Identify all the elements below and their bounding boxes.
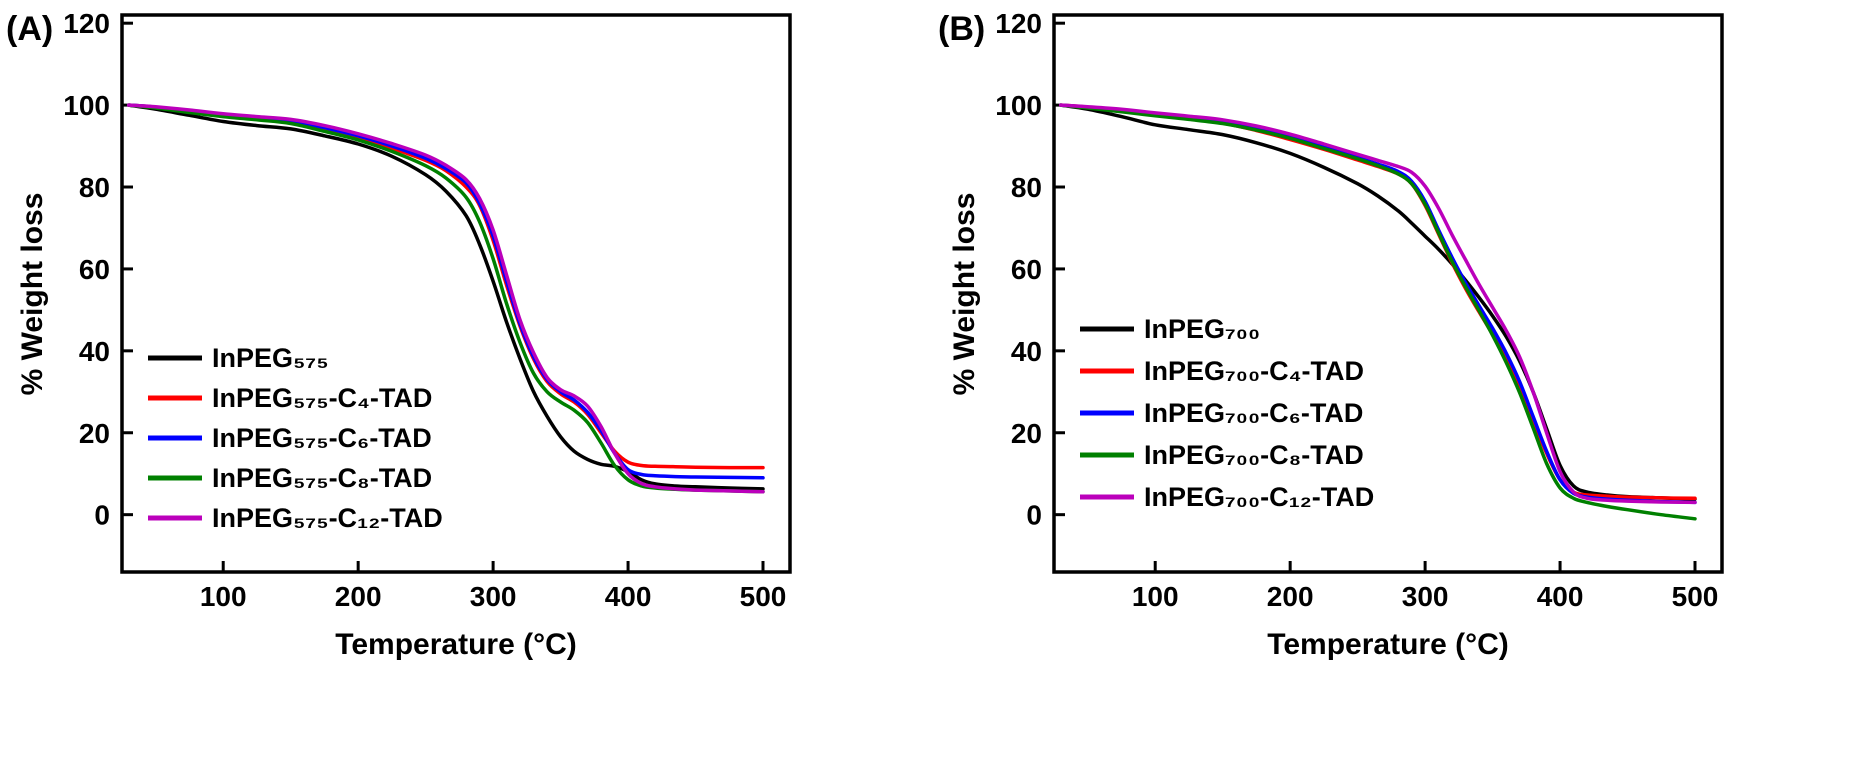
series-line [126,103,765,494]
legend-b: InPEG₇₀₀ InPEG₇₀₀-C₄-TAD InPEG₇₀₀-C₆-TAD… [1080,314,1374,512]
legend-label: InPEG₅₇₅ [212,343,329,373]
panel-label-a: (A) [6,10,53,48]
y-tick-label: 20 [1011,418,1042,449]
legend-label: InPEG₅₇₅-C₆-TAD [212,423,432,453]
y-tick-label: 40 [1011,336,1042,367]
series-a [126,103,765,494]
legend-label: InPEG₇₀₀-C₆-TAD [1144,398,1363,428]
y-tick-label: 40 [79,336,110,367]
series-line [126,103,765,494]
series-line [1058,103,1697,501]
y-tick-label: 80 [79,172,110,203]
legend-label: InPEG₅₇₅-C₄-TAD [212,383,432,413]
panel-a: (A) % Weight loss 100 200 300 400 500 0 20 40 60… [6,8,792,661]
y-tick-label: 100 [63,90,110,121]
series-b [1058,103,1697,521]
y-tick-label: 80 [1011,172,1042,203]
panel-b: (B) % Weight loss 100 200 300 400 500 0 20 40 60… [932,0,1864,761]
legend-a: InPEG₅₇₅ InPEG₅₇₅-C₄-TAD InPEG₅₇₅-C₆-TAD… [148,343,443,533]
y-tick-label: 120 [995,8,1042,39]
y-tick-label: 60 [1011,254,1042,285]
series-line [1058,103,1697,505]
panel-a-plot: (A) % Weight loss 100 200 300 400 500 0 20 40 60… [6,8,792,661]
x-tick-label: 400 [1537,581,1584,612]
x-axis-title-a: Temperature (°C) [335,628,576,661]
legend-label: InPEG₇₀₀-C₈-TAD [1144,440,1364,470]
panel-label-b: (B) [938,10,985,48]
panel-b-plot: (B) % Weight loss 100 200 300 400 500 0 20 40 60… [938,8,1724,661]
series-line [1058,103,1697,521]
plot-frame-a [120,13,792,574]
y-tick-label: 100 [995,90,1042,121]
x-tick-label: 400 [605,581,652,612]
ticks-a: 100 200 300 400 500 0 20 40 60 80 100 120 [63,8,786,612]
legend-label: InPEG₇₀₀-C₁₂-TAD [1144,482,1374,512]
x-tick-label: 300 [470,581,517,612]
x-tick-label: 300 [1402,581,1449,612]
x-tick-label: 500 [740,581,787,612]
x-tick-label: 500 [1672,581,1719,612]
legend-label: InPEG₅₇₅-C₈-TAD [212,463,432,493]
plot-frame-b [1052,13,1724,574]
x-tick-label: 100 [200,581,247,612]
x-tick-label: 200 [1267,581,1314,612]
y-tick-label: 120 [63,8,110,39]
x-tick-label: 200 [335,581,382,612]
series-line [126,103,765,470]
y-tick-label: 20 [79,418,110,449]
series-line [126,103,765,491]
y-tick-label: 60 [79,254,110,285]
series-line [126,103,765,480]
y-axis-title-a: % Weight loss [16,193,49,396]
legend-label: InPEG₇₀₀ [1144,314,1260,344]
y-tick-label: 0 [94,500,110,531]
x-tick-label: 100 [1132,581,1179,612]
ticks-b: 100 200 300 400 500 0 20 40 60 80 100 120 [995,8,1718,612]
y-axis-title-b: % Weight loss [948,193,981,396]
legend-label: InPEG₇₀₀-C₄-TAD [1144,356,1364,386]
y-tick-label: 0 [1026,500,1042,531]
legend-label: InPEG₅₇₅-C₁₂-TAD [212,503,443,533]
x-axis-title-b: Temperature (°C) [1267,628,1508,661]
